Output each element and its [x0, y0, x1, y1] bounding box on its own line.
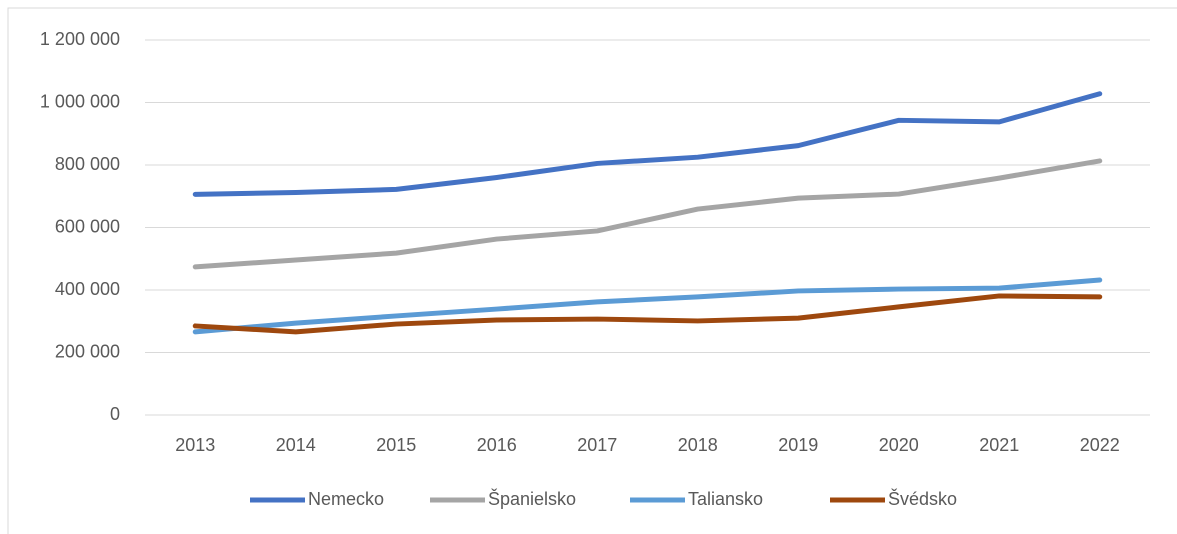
- x-tick-label: 2014: [276, 435, 316, 455]
- chart-frame: [7, 7, 1177, 534]
- legend-label: Nemecko: [308, 489, 384, 509]
- series-line: [192, 91, 1103, 197]
- y-tick-label: 600 000: [55, 216, 120, 236]
- series-line: [192, 277, 1103, 335]
- x-tick-label: 2022: [1080, 435, 1120, 455]
- legend-label: Švédsko: [888, 488, 957, 509]
- legend-label: Taliansko: [688, 489, 763, 509]
- y-tick-label: 0: [110, 404, 120, 424]
- series-line: [192, 158, 1103, 270]
- y-tick-label: 1 000 000: [40, 91, 120, 111]
- x-tick-label: 2016: [477, 435, 517, 455]
- x-tick-label: 2015: [376, 435, 416, 455]
- x-tick-label: 2020: [879, 435, 919, 455]
- x-tick-label: 2017: [577, 435, 617, 455]
- y-tick-label: 400 000: [55, 279, 120, 299]
- x-tick-label: 2013: [175, 435, 215, 455]
- x-tick-label: 2019: [778, 435, 818, 455]
- x-tick-label: 2021: [979, 435, 1019, 455]
- y-tick-label: 800 000: [55, 154, 120, 174]
- y-tick-label: 200 000: [55, 341, 120, 361]
- series-line: [192, 293, 1103, 335]
- legend-label: Španielsko: [488, 488, 576, 509]
- x-tick-label: 2018: [678, 435, 718, 455]
- y-tick-label: 1 200 000: [40, 29, 120, 49]
